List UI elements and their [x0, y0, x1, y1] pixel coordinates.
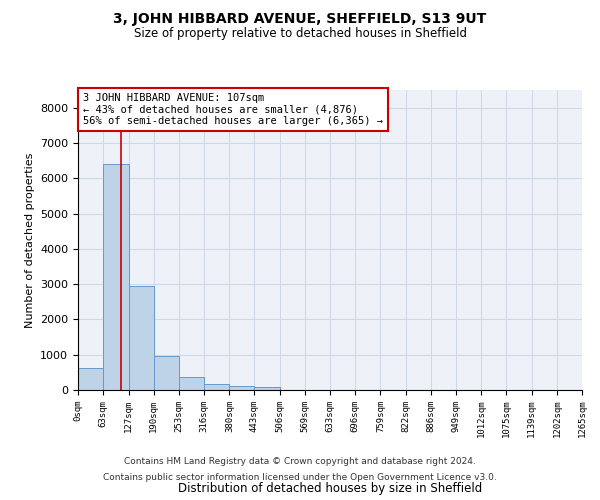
Bar [254, 387, 280, 390]
Bar [179, 376, 204, 390]
Bar [229, 386, 254, 390]
Bar [128, 286, 154, 390]
Text: 3, JOHN HIBBARD AVENUE, SHEFFIELD, S13 9UT: 3, JOHN HIBBARD AVENUE, SHEFFIELD, S13 9… [113, 12, 487, 26]
Text: 3 JOHN HIBBARD AVENUE: 107sqm
← 43% of detached houses are smaller (4,876)
56% o: 3 JOHN HIBBARD AVENUE: 107sqm ← 43% of d… [83, 93, 383, 126]
Bar [103, 164, 128, 390]
Bar [204, 384, 229, 390]
Text: Contains HM Land Registry data © Crown copyright and database right 2024.: Contains HM Land Registry data © Crown c… [124, 458, 476, 466]
Text: Distribution of detached houses by size in Sheffield: Distribution of detached houses by size … [178, 482, 482, 495]
Y-axis label: Number of detached properties: Number of detached properties [25, 152, 35, 328]
Text: Size of property relative to detached houses in Sheffield: Size of property relative to detached ho… [133, 28, 467, 40]
Bar [154, 356, 179, 390]
Text: Contains public sector information licensed under the Open Government Licence v3: Contains public sector information licen… [103, 472, 497, 482]
Bar [78, 368, 103, 390]
